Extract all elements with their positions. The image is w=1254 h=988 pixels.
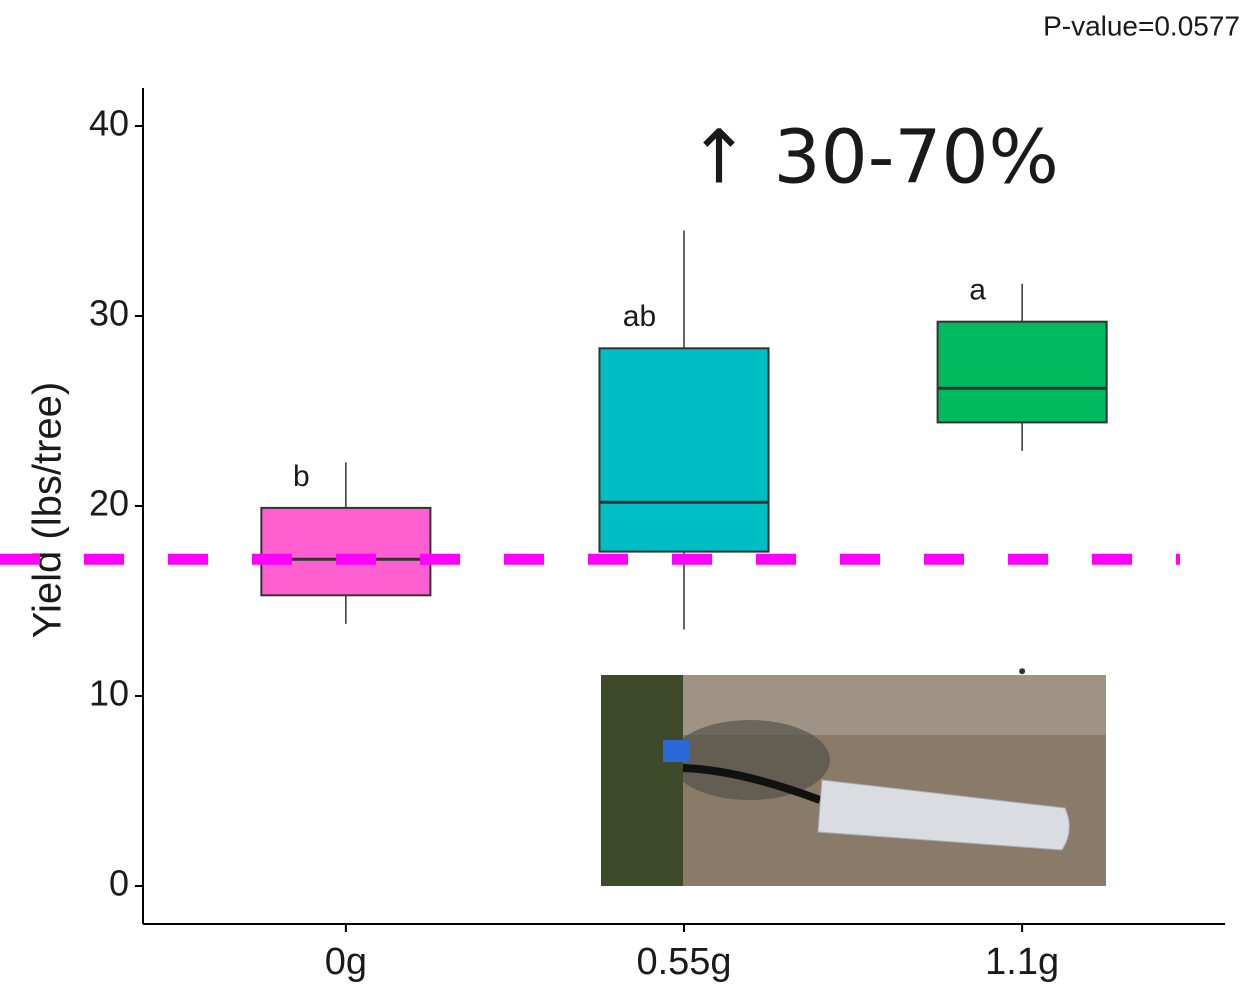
y-tick-label: 30 xyxy=(89,293,129,334)
box xyxy=(598,347,770,553)
photo-sand xyxy=(601,675,1106,735)
y-axis-label: Yield (lbs/tree) xyxy=(26,382,70,638)
y-tick-label: 0 xyxy=(109,863,129,904)
annotation: ↑ 30-70% xyxy=(688,115,1059,201)
box xyxy=(260,506,432,597)
photo-trunk xyxy=(601,675,683,886)
letter: a xyxy=(969,274,986,307)
box xyxy=(936,320,1108,424)
photo-tube xyxy=(682,764,822,804)
y-tick-label: 20 xyxy=(89,483,129,524)
p-value: P-value=0.0577 xyxy=(1043,10,1240,41)
x-tick-label: 1.1g xyxy=(985,941,1059,983)
letter: ab xyxy=(623,300,656,333)
photo-cap xyxy=(663,740,689,762)
photo-cylinder xyxy=(817,779,1070,851)
photo-shadow xyxy=(670,720,830,800)
outlier xyxy=(1019,668,1026,675)
letter: b xyxy=(293,460,310,493)
x-tick-label: 0g xyxy=(325,941,367,983)
x-tick-label: 0.55g xyxy=(636,941,731,983)
y-tick-label: 40 xyxy=(89,103,129,144)
y-tick-label: 10 xyxy=(89,673,129,714)
photo xyxy=(601,675,1106,886)
